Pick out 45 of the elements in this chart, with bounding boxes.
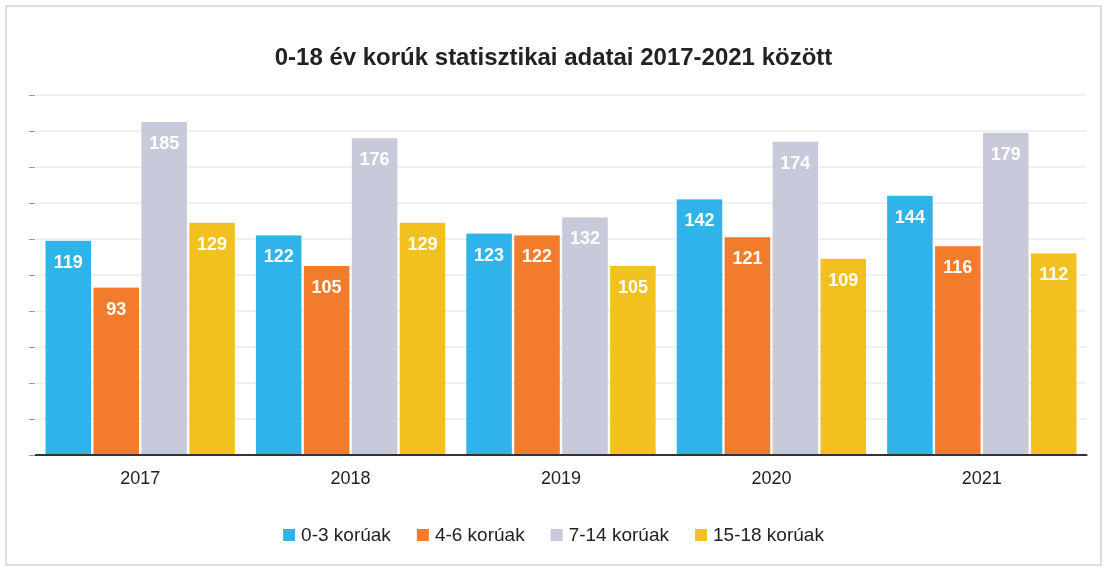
data-label: 93 [106, 298, 127, 319]
bar [887, 195, 933, 455]
x-tick-label: 2021 [961, 467, 1002, 488]
bar [983, 132, 1029, 455]
legend-label: 0-3 korúak [301, 524, 392, 545]
x-tick-label: 2019 [540, 467, 582, 488]
bar [303, 266, 350, 455]
legend-label: 4-6 korúak [434, 524, 526, 545]
bar [466, 233, 512, 455]
bar [676, 199, 723, 455]
bar [935, 246, 981, 455]
x-tick-label: 2020 [751, 467, 792, 488]
bar [93, 287, 139, 455]
data-label: 119 [53, 251, 83, 272]
data-label: 122 [522, 246, 553, 267]
data-label: 105 [617, 277, 648, 297]
data-label: 123 [474, 244, 505, 265]
bar [820, 258, 867, 455]
bar [724, 237, 771, 455]
bar [45, 240, 92, 455]
data-label: 129 [197, 233, 228, 254]
bar [399, 222, 446, 455]
data-label: 116 [943, 257, 973, 278]
data-label: 121 [732, 248, 763, 269]
chart-title: 0-18 év korúk statisztikai adatai 2017-2021 között [274, 43, 833, 70]
data-label: 122 [263, 246, 294, 267]
x-tick-label: 2018 [330, 467, 371, 488]
bar [189, 222, 235, 455]
data-label: 129 [407, 233, 438, 254]
data-label: 109 [828, 269, 859, 290]
bar [772, 141, 819, 455]
bar [514, 235, 560, 455]
bar [610, 266, 656, 455]
legend-label: 15-18 korúak [713, 524, 825, 545]
bar [351, 138, 398, 455]
bar [255, 235, 302, 455]
data-label: 112 [1039, 264, 1069, 285]
bar [1030, 253, 1077, 455]
legend-label: 7-14 korúak [568, 524, 670, 545]
x-tick-label: 2017 [120, 467, 161, 488]
data-label: 144 [894, 206, 925, 227]
bar [141, 122, 187, 455]
data-label: 105 [311, 277, 342, 297]
data-label: 142 [684, 210, 715, 231]
bar [562, 217, 608, 455]
